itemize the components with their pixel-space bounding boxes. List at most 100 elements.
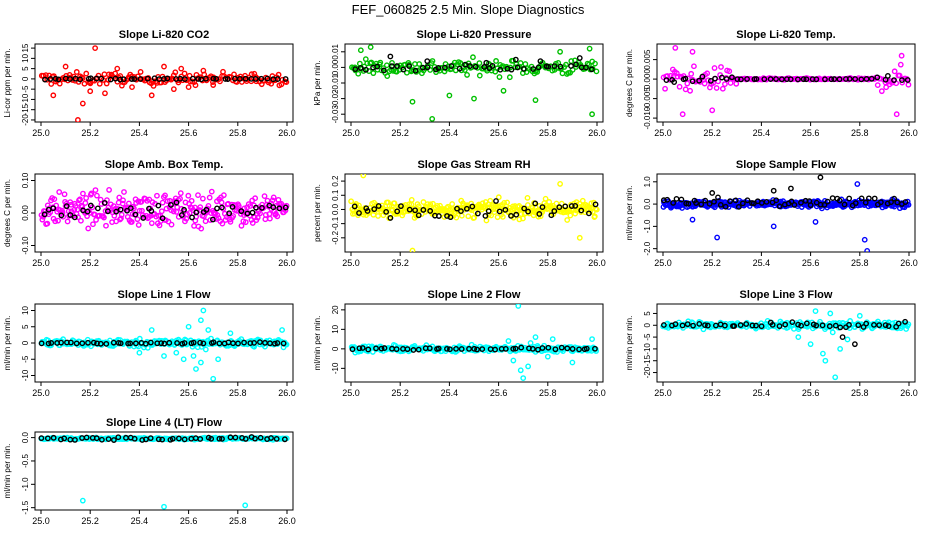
y-tick-label: 5 [21,324,30,329]
data-point [83,195,90,201]
selected-point [673,195,680,202]
data-point [529,204,536,211]
data-point [161,503,167,510]
selected-point [788,185,794,192]
y-tick-label: -1.5 [21,500,30,514]
data-point [78,217,84,224]
data-point [74,206,81,213]
data-point [367,44,374,51]
selected-point [144,75,151,82]
selected-point [137,76,144,82]
data-point [557,48,563,55]
selected-point [85,339,91,346]
selected-point [548,212,555,219]
selected-point [704,322,711,329]
data-point [465,213,472,220]
selected-point [84,208,91,215]
selected-point [787,76,794,83]
selected-point [689,78,696,85]
selected-point [45,340,52,347]
x-tick-label: 25.8 [851,388,869,398]
plot-frame [34,431,294,511]
y-axis-label: kPa per min. [313,61,322,106]
selected-point [124,207,130,214]
data-point [238,336,245,343]
x-tick-label: 25.0 [32,258,50,268]
data-point [193,366,199,372]
figure-title: FEF_060825 2.5 Min. Slope Diagnostics [351,2,585,17]
selected-point [271,340,278,347]
selected-point [117,340,124,347]
selected-point [458,346,465,352]
selected-point [208,435,215,442]
selected-point [738,76,744,83]
x-tick-label: 25.0 [342,388,360,398]
selected-point [87,75,94,82]
data-point [471,214,478,221]
selected-point [48,340,55,346]
y-axis-label: degrees C per min. [3,179,12,247]
selected-point [99,436,105,443]
x-tick-label: 25.6 [802,258,820,268]
data-point [379,202,385,209]
x-tick-label: 26.0 [278,388,296,398]
data-point [726,68,733,75]
y-tick-label: -5 [21,85,30,93]
data-point [557,181,563,187]
data-point [165,218,172,225]
selected-point [876,322,883,329]
x-tick-label: 26.0 [278,128,296,138]
data-point [409,98,416,105]
selected-point [380,67,387,74]
selected-point [127,340,134,347]
data-point [687,87,694,94]
data-point [446,92,453,99]
data-point [719,85,726,92]
selected-point [365,346,372,353]
data-point [283,341,290,348]
data-point [430,200,436,207]
selected-point [868,75,875,82]
chart-title: Slope Gas Stream RH [417,159,530,171]
selected-point [715,194,721,201]
y-tick-label: -5 [21,355,30,363]
selected-point [717,202,724,208]
data-point [154,192,160,199]
selected-point [556,204,563,211]
data-point [219,220,226,227]
selected-point [363,66,369,73]
data-point [186,210,193,216]
plot-frame [656,303,916,383]
data-point [94,192,100,199]
y-axis-label: degrees C per min. [625,49,634,117]
selected-point [50,205,57,212]
data-point [195,192,201,199]
selected-point [731,323,738,329]
data-point [701,80,708,87]
selected-point [508,212,514,219]
x-tick-label: 25.2 [391,388,409,398]
data-point [399,212,406,219]
data-point [377,59,384,66]
selected-point [729,74,735,81]
data-point [177,195,183,202]
selected-point [224,76,231,82]
selected-point [90,339,97,346]
selected-point [723,76,730,82]
data-points [38,45,290,122]
selected-point [415,212,422,219]
selected-point [739,200,746,207]
y-tick-label: -5 [643,333,652,341]
selected-point [831,76,838,82]
data-point [366,68,372,74]
data-point [504,199,510,206]
selected-point [447,346,453,353]
data-point [357,47,364,54]
data-point [61,191,68,198]
data-point [121,189,127,195]
y-tick-label: 0.000 [643,69,652,90]
selected-point [94,205,101,212]
data-point [76,197,82,204]
selected-point [127,205,134,212]
selected-point [707,77,714,84]
